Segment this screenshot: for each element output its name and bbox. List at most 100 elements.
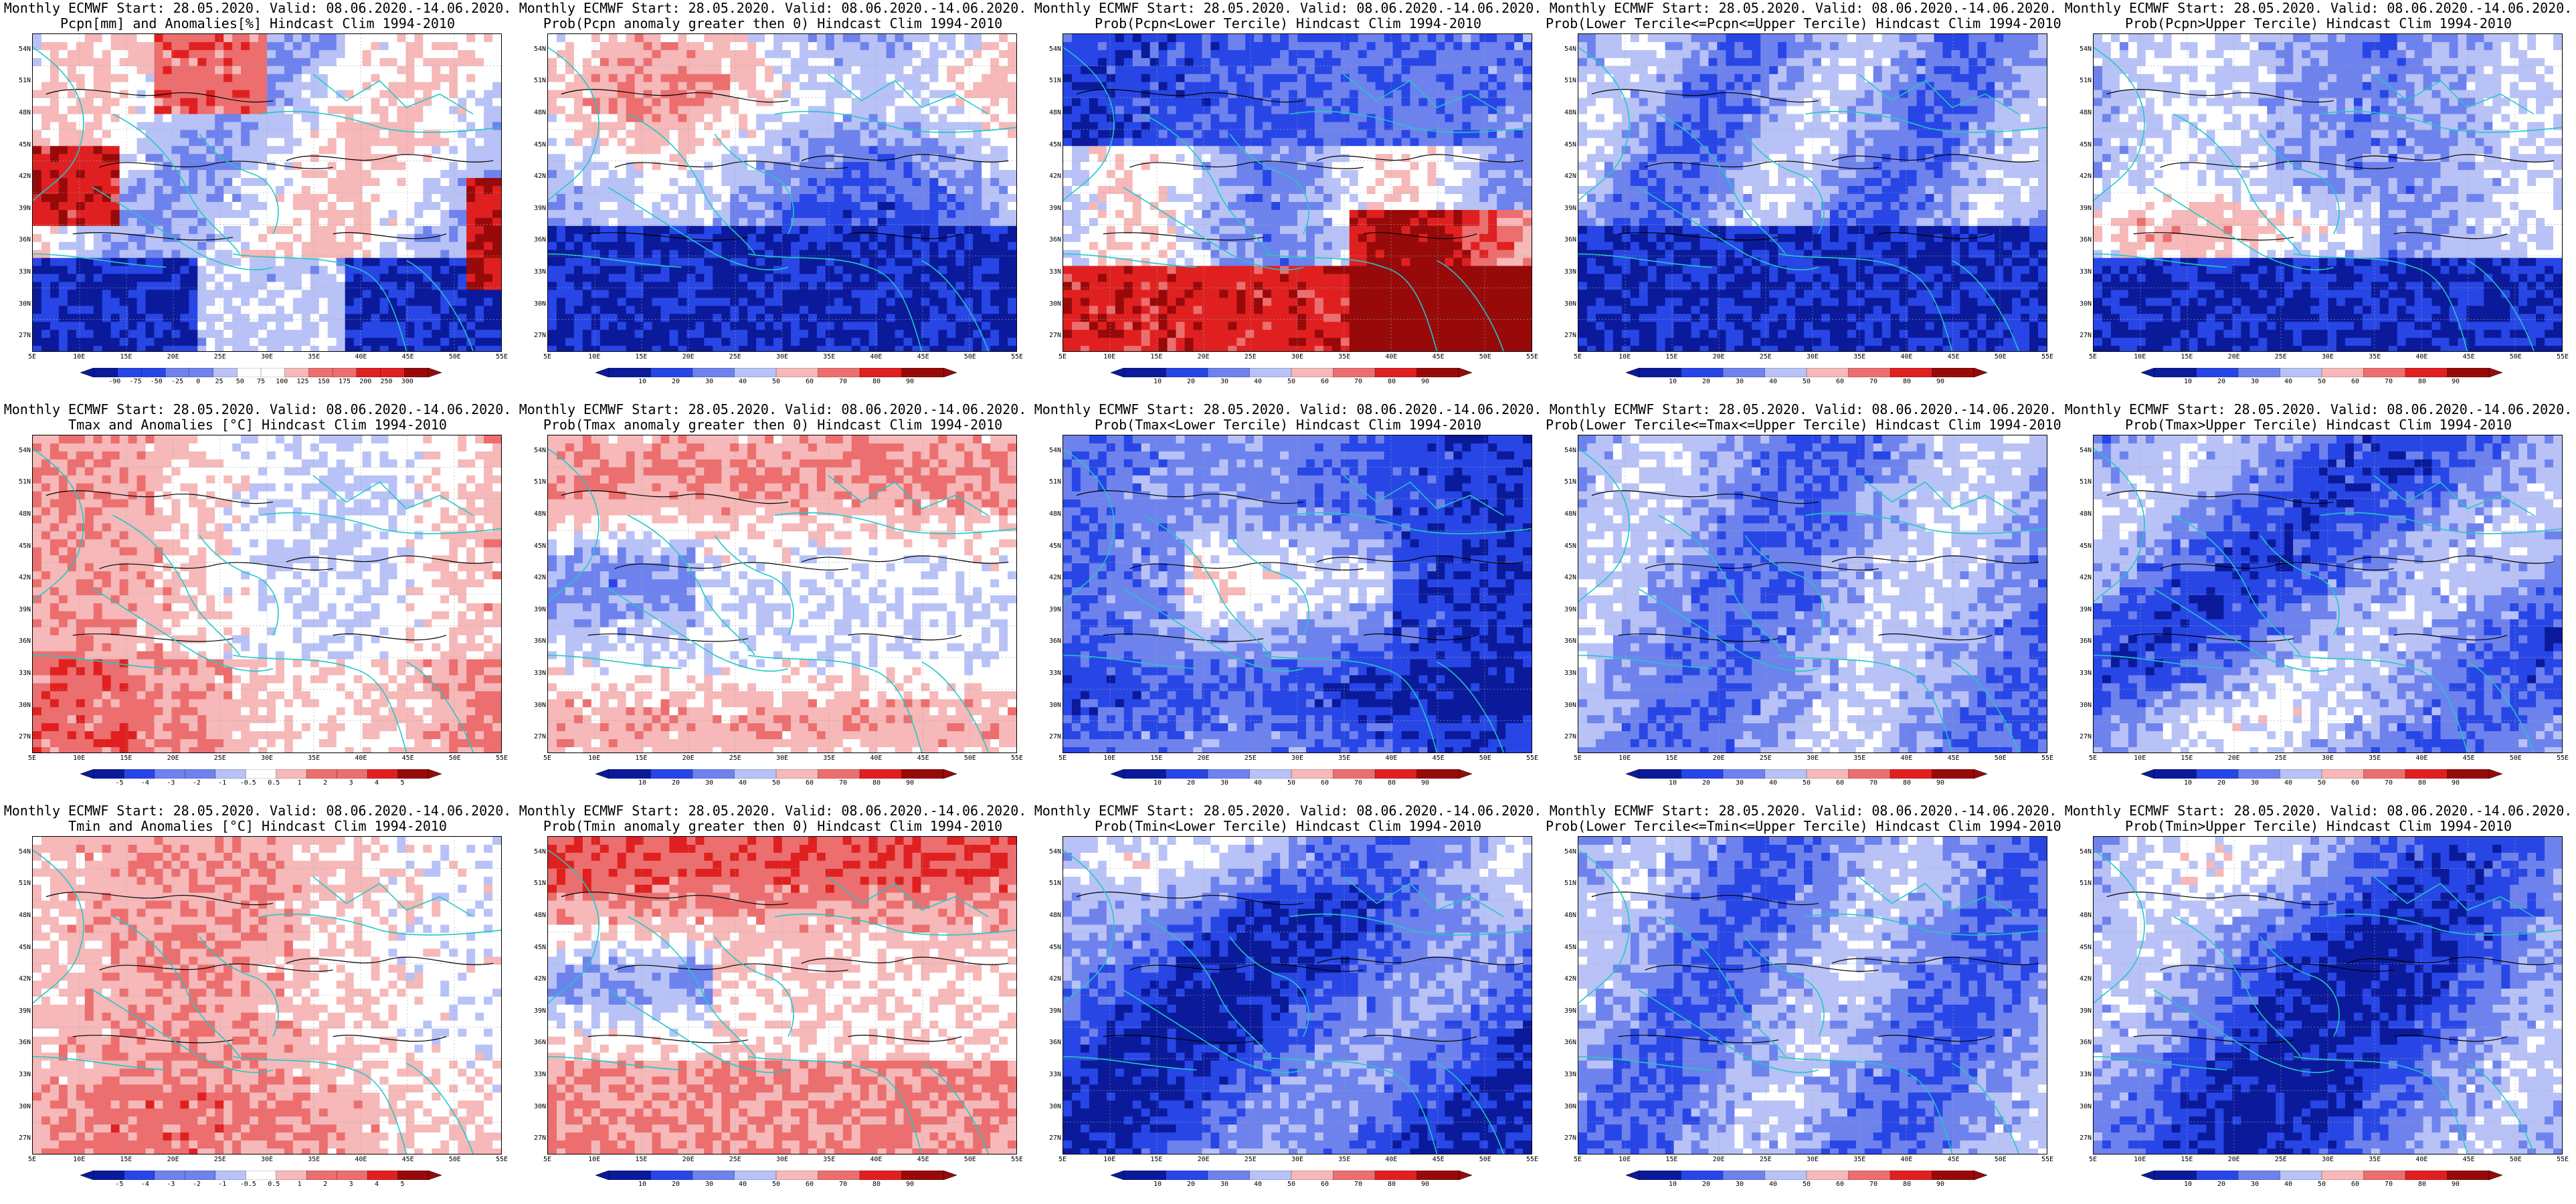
longitude-label: 20E xyxy=(2221,755,2247,762)
map-panel: Monthly ECMWF Start: 28.05.2020. Valid: … xyxy=(1546,0,2061,401)
latitude-label: 27N xyxy=(2073,332,2092,339)
panel-title-line1: Monthly ECMWF Start: 28.05.2020. Valid: … xyxy=(0,803,515,819)
map-panel: Monthly ECMWF Start: 28.05.2020. Valid: … xyxy=(0,0,515,401)
longitude-label: 55E xyxy=(2549,354,2576,361)
latitude-label: 48N xyxy=(12,511,31,518)
coastline xyxy=(1658,916,1786,1058)
latitude-label: 51N xyxy=(12,880,31,887)
colorbar-tick-label: 30 xyxy=(1726,379,1753,385)
colorbar: 10 20 30 40 50 60 70 80 90 xyxy=(2141,769,2502,787)
colorbar-tick-label: 40 xyxy=(729,780,756,787)
latitude-label: 42N xyxy=(1558,173,1576,180)
colorbar-tick-label: 25 xyxy=(206,379,233,385)
isoline xyxy=(2133,1035,2294,1043)
longitude-label: 10E xyxy=(2126,354,2153,361)
latitude-label: 33N xyxy=(527,670,546,677)
coastline xyxy=(1778,654,1953,752)
coastline xyxy=(312,74,474,115)
isoline xyxy=(2133,232,2294,241)
isoline xyxy=(2347,154,2555,163)
colorbar-tick-label: 50 xyxy=(1793,780,1820,787)
map-frame xyxy=(32,33,502,352)
latitude-label: 51N xyxy=(2073,880,2092,887)
colorbar-tick-label: 20 xyxy=(2208,379,2235,385)
colorbar-tick-label: 30 xyxy=(1726,780,1753,787)
latitude-label: 39N xyxy=(1042,606,1061,613)
coastline xyxy=(2294,253,2468,351)
latitude-label: 42N xyxy=(527,173,546,180)
latitude-label: 54N xyxy=(12,45,31,53)
coastline xyxy=(1343,475,1504,516)
latitude-label: 27N xyxy=(12,1135,31,1142)
latitude-label: 54N xyxy=(527,447,546,454)
latitude-label: 27N xyxy=(527,1135,546,1142)
isoline xyxy=(1591,89,1819,103)
map-panel: Monthly ECMWF Start: 28.05.2020. Valid: … xyxy=(2061,0,2576,401)
colorbar-tick-label: 60 xyxy=(1311,1181,1338,1188)
map-frame xyxy=(1063,33,1532,352)
latitude-label: 30N xyxy=(2073,300,2092,308)
longitude-label: 55E xyxy=(1004,755,1030,762)
latitude-label: 36N xyxy=(1042,237,1061,243)
colorbar-scale xyxy=(595,769,957,779)
longitude-label: 40E xyxy=(347,354,374,361)
colorbar-tick-label: 70 xyxy=(2375,780,2402,787)
colorbar-tick-label: -5 xyxy=(106,1181,132,1188)
coastline xyxy=(2320,110,2562,133)
latitude-label: 42N xyxy=(12,173,31,180)
forecast-field-map xyxy=(1063,34,1532,351)
coastline xyxy=(233,253,407,351)
coastline xyxy=(1952,1062,2019,1154)
colorbar-tick-label: 4 xyxy=(363,1181,390,1188)
coastline xyxy=(2320,913,2562,936)
coastline xyxy=(312,876,474,918)
longitude-label: 45E xyxy=(2456,1157,2482,1163)
latitude-label: 33N xyxy=(527,1072,546,1078)
longitude-label: 25E xyxy=(2268,755,2294,762)
latitude-label: 30N xyxy=(527,1103,546,1110)
latitude-label: 33N xyxy=(1558,670,1576,677)
coastline xyxy=(1143,514,1271,656)
coastline xyxy=(112,514,240,656)
coastline xyxy=(92,989,274,1074)
longitude-label: 30E xyxy=(2314,354,2341,361)
colorbar-tick-label: 30 xyxy=(1211,780,1238,787)
longitude-label: 45E xyxy=(2456,354,2482,361)
isoline xyxy=(801,957,1009,965)
latitude-label: 36N xyxy=(527,237,546,243)
isoline xyxy=(2106,490,2334,504)
colorbar-tick-label: 40 xyxy=(1760,379,1786,385)
longitude-label: 30E xyxy=(2314,755,2341,762)
latitude-label: 36N xyxy=(527,1039,546,1046)
coastline xyxy=(548,448,600,603)
panel-title-line1: Monthly ECMWF Start: 28.05.2020. Valid: … xyxy=(2061,402,2576,417)
isoline xyxy=(1316,957,1524,965)
coastline xyxy=(628,916,755,1058)
latitude-label: 36N xyxy=(2073,237,2092,243)
latitude-label: 36N xyxy=(1558,237,1576,243)
colorbar-scale xyxy=(1111,769,1472,779)
map-frame xyxy=(1063,435,1532,753)
latitude-label: 54N xyxy=(527,45,546,53)
colorbar-tick-label: 30 xyxy=(2241,780,2268,787)
panel-title-line1: Monthly ECMWF Start: 28.05.2020. Valid: … xyxy=(1546,803,2061,819)
coastline xyxy=(628,113,755,255)
latitude-label: 30N xyxy=(2073,702,2092,709)
colorbar-tick-label: 60 xyxy=(796,379,823,385)
longitude-label: 20E xyxy=(2221,1157,2247,1163)
colorbar-tick-label: 10 xyxy=(2175,780,2201,787)
colorbar-tick-label: 80 xyxy=(863,1181,890,1188)
colorbar-tick-label: 5 xyxy=(389,1181,416,1188)
isoline xyxy=(1645,161,1879,169)
colorbar-tick-label: 30 xyxy=(2241,379,2268,385)
isoline xyxy=(72,633,234,642)
map-panel: Monthly ECMWF Start: 28.05.2020. Valid: … xyxy=(0,401,515,803)
isoline xyxy=(1103,232,1264,241)
forecast-field-map xyxy=(1578,837,2047,1154)
panel-title-line1: Monthly ECMWF Start: 28.05.2020. Valid: … xyxy=(1030,402,1546,417)
latitude-label: 33N xyxy=(527,269,546,276)
map-frame xyxy=(1063,836,1532,1155)
isoline xyxy=(587,1035,749,1043)
longitude-label: 50E xyxy=(957,354,984,361)
map-frame xyxy=(547,836,1017,1155)
